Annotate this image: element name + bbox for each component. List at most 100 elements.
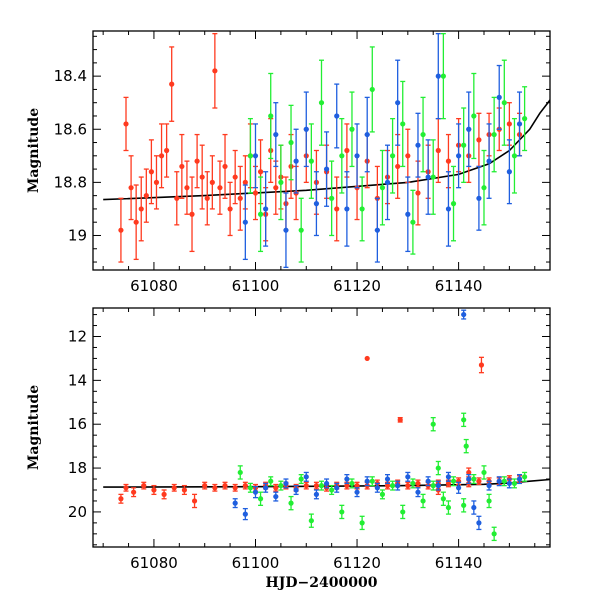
point-marker [389,483,396,489]
data-point [303,481,309,490]
point-marker [496,94,502,100]
data-point [209,155,215,210]
point-marker [486,498,492,504]
data-point [463,438,469,454]
point-marker [184,185,190,191]
point-marker [461,311,467,318]
point-marker [179,163,185,170]
point-marker [204,195,210,201]
point-marker [405,474,411,480]
data-point [252,486,259,499]
point-marker [323,480,330,487]
point-marker [389,153,396,159]
point-marker [283,227,289,233]
data-point [516,91,523,157]
point-marker [237,195,243,201]
point-marker [354,483,360,489]
point-marker [435,73,441,79]
x-tick-label: 61080 [130,277,178,295]
series-blue [232,309,523,531]
point-marker [217,185,223,191]
data-point [461,498,467,513]
data-point [308,513,314,528]
point-marker [405,211,411,217]
point-marker [445,474,452,480]
point-marker [486,483,492,489]
y-tick-label: 18.6 [54,120,87,138]
data-point [445,500,452,515]
data-point [323,131,330,207]
data-point [435,33,441,120]
data-point [369,46,375,133]
point-marker [478,362,485,368]
data-point [217,160,223,215]
data-point [263,171,269,247]
point-marker [522,474,528,480]
y-tick-label: 18.4 [54,67,87,85]
data-point [237,465,243,480]
data-point [461,412,467,428]
data-point [379,489,386,500]
data-point [496,64,502,130]
point-marker [425,174,431,180]
data-point [486,493,492,509]
point-marker [415,489,421,495]
point-marker [293,487,299,493]
point-marker [339,509,345,515]
series-green [237,412,528,542]
point-marker [415,190,421,196]
point-marker [354,153,360,159]
data-point [148,139,154,205]
point-marker [471,113,477,119]
data-point [131,487,137,498]
point-marker [395,100,401,106]
data-point [430,480,436,491]
data-point [478,356,485,374]
data-point [257,176,264,253]
data-point [334,482,340,493]
point-marker [257,211,264,217]
data-point [364,476,370,487]
data-point [379,149,386,226]
point-marker [308,518,314,524]
data-point [133,184,139,261]
point-marker [445,206,452,212]
data-point [415,487,421,498]
data-point [410,189,416,255]
y-tick-label: 12 [68,328,87,346]
x-tick-label: 61140 [435,554,483,572]
point-marker [334,206,340,212]
data-point [400,80,406,168]
point-marker [415,142,421,148]
point-marker [476,195,482,201]
data-point [232,149,238,205]
data-point [118,493,124,504]
point-marker [384,179,391,185]
data-point [141,481,147,490]
point-marker [222,163,228,170]
point-marker [374,227,380,233]
data-point [435,460,441,476]
point-marker [359,206,365,212]
point-marker [242,179,248,185]
point-marker [522,116,528,122]
data-point [344,473,350,485]
point-marker [263,485,269,491]
data-point [247,482,254,493]
data-point [445,171,452,247]
point-marker [133,219,139,225]
point-marker [128,185,134,191]
data-point [313,489,320,500]
data-point [486,123,492,199]
data-point [283,192,289,268]
data-point [318,59,325,146]
data-point [506,102,512,146]
data-point [191,493,198,509]
point-marker [359,520,365,526]
point-marker [435,147,441,154]
data-point [339,504,345,520]
point-marker [463,443,469,449]
data-point [522,86,528,152]
data-point [242,507,248,521]
y-tick-label: 16 [68,415,87,433]
